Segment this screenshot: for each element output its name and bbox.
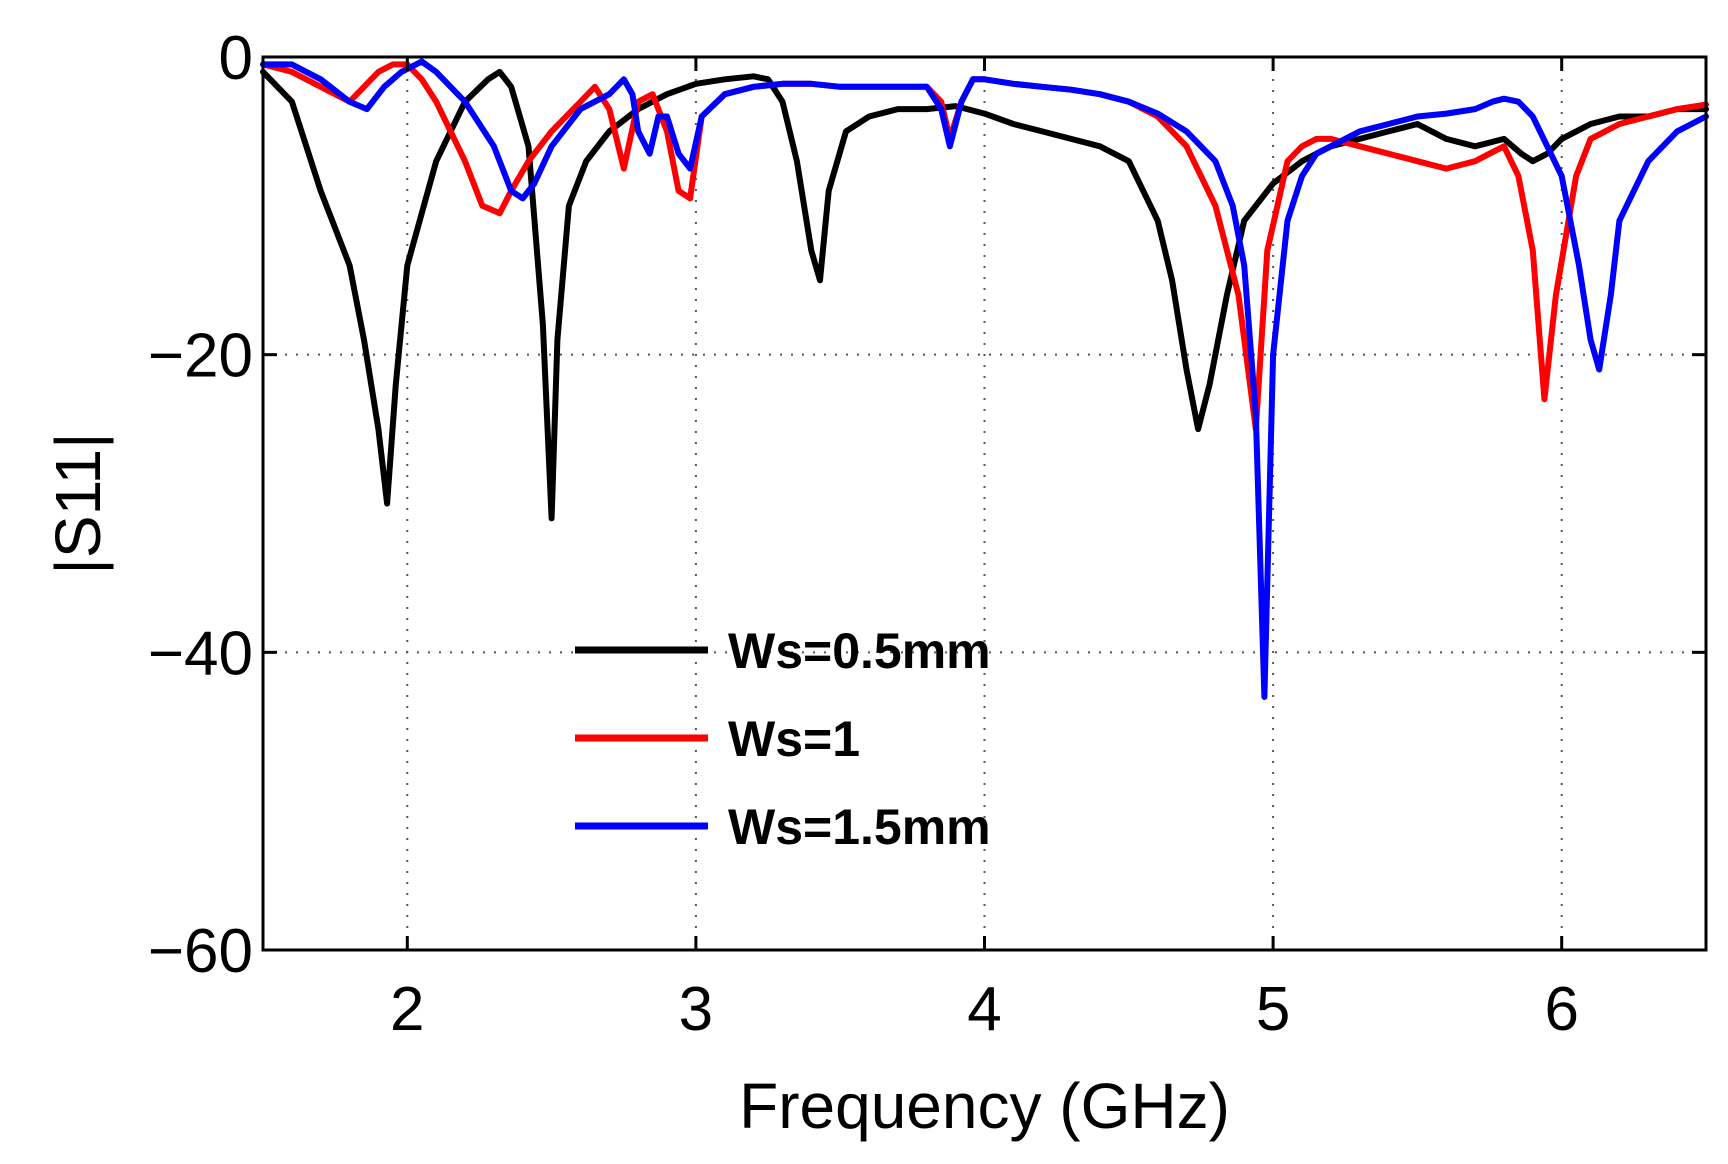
y-tick-label: 0 — [219, 24, 253, 93]
x-axis-label: Frequency (GHz) — [739, 1070, 1230, 1142]
x-tick-label: 5 — [1256, 975, 1290, 1044]
legend-label-ws-1-5mm: Ws=1.5mm — [728, 799, 991, 855]
series-line-ws-1-5mm — [260, 58, 1709, 700]
y-tick-label: −40 — [148, 619, 253, 688]
data-series — [260, 58, 1709, 700]
y-tick-label: −20 — [148, 322, 253, 391]
y-tick-label: −60 — [148, 917, 253, 986]
x-tick-label: 4 — [967, 975, 1001, 1044]
legend: Ws=0.5mm Ws=1 Ws=1.5mm — [575, 623, 991, 855]
x-tick-label: 2 — [390, 975, 424, 1044]
series-line-ws-0-5mm — [260, 68, 1709, 522]
legend-label-ws-0-5mm: Ws=0.5mm — [728, 623, 991, 679]
y-axis-label: |S11| — [42, 432, 114, 574]
axis-ticks — [263, 55, 1706, 952]
tick-labels: 2 3 4 5 6 0 −20 −40 −60 — [148, 24, 1579, 1044]
x-tick-label: 6 — [1544, 975, 1578, 1044]
legend-label-ws-1: Ws=1 — [728, 711, 860, 767]
x-tick-label: 3 — [679, 975, 713, 1044]
